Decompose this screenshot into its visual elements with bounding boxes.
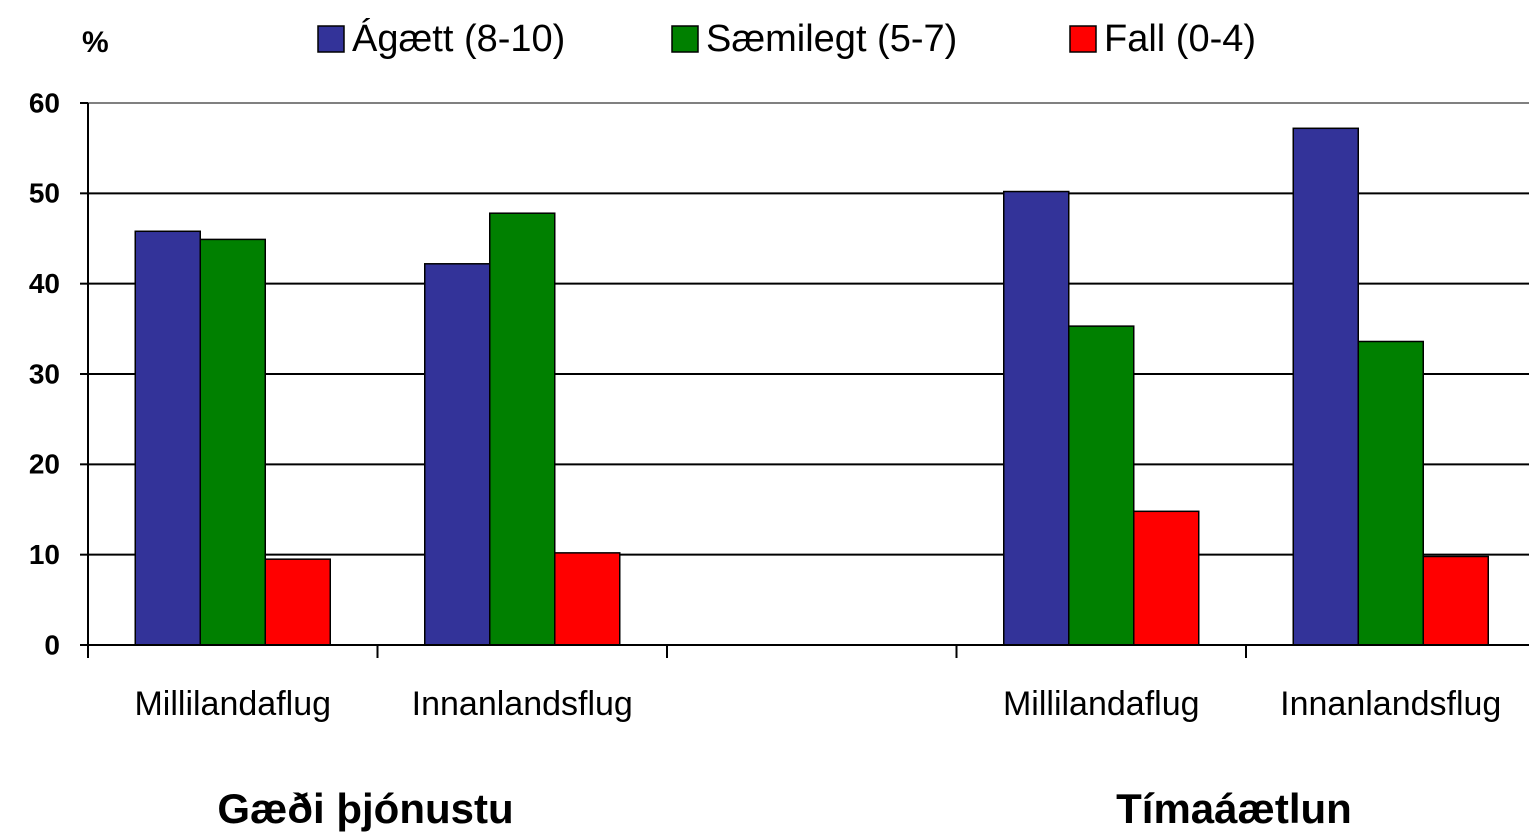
- bar: [424, 263, 491, 646]
- legend-swatch: [671, 25, 699, 53]
- y-tick-label: 10: [29, 539, 60, 570]
- bar: [554, 552, 621, 646]
- bar: [1068, 325, 1135, 646]
- x-tick-label: Innanlandsflug: [412, 685, 633, 723]
- y-axis-label: %: [82, 26, 109, 59]
- y-tick-label: 50: [29, 178, 60, 209]
- bar: [1003, 190, 1070, 646]
- bar: [199, 238, 266, 646]
- bar: [264, 558, 331, 646]
- legend-swatch: [1069, 25, 1097, 53]
- y-tick-label: 0: [44, 629, 60, 660]
- x-tick-label: Millilandaflug: [1003, 685, 1200, 723]
- bar: [489, 212, 556, 646]
- group-label: Tímaáætlun: [1116, 785, 1352, 832]
- y-tick-label: 30: [29, 358, 60, 389]
- x-tick-label: Millilandaflug: [134, 685, 331, 723]
- legend-label: Fall (0-4): [1104, 18, 1256, 60]
- x-tick-label: Innanlandsflug: [1280, 685, 1501, 723]
- legend-label: Ágætt (8-10): [352, 17, 565, 60]
- bar: [1357, 340, 1424, 646]
- y-tick-label: 40: [29, 268, 60, 299]
- bar: [1422, 555, 1489, 646]
- group-label: Gæði þjónustu: [217, 785, 513, 832]
- bar: [134, 230, 201, 646]
- y-tick-label: 20: [29, 449, 60, 480]
- y-tick-label: 60: [29, 87, 60, 118]
- bar: [1133, 510, 1200, 646]
- legend-swatch: [317, 25, 345, 53]
- bar: [1292, 127, 1359, 646]
- legend-label: Sæmilegt (5-7): [706, 18, 957, 60]
